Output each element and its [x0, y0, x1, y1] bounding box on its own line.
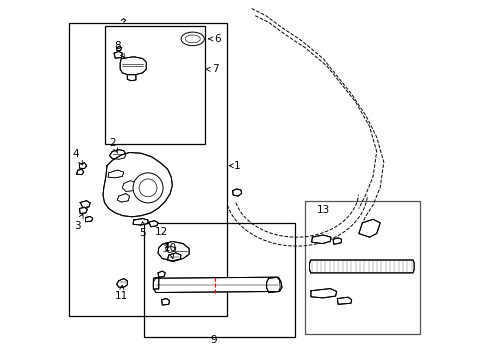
Polygon shape	[122, 181, 136, 192]
Polygon shape	[309, 260, 413, 273]
Polygon shape	[232, 189, 241, 196]
Text: 10: 10	[163, 243, 176, 258]
Polygon shape	[116, 46, 122, 51]
Text: 9: 9	[210, 335, 217, 345]
Text: 7: 7	[206, 64, 219, 74]
Text: 1: 1	[229, 161, 240, 171]
Polygon shape	[337, 297, 351, 304]
Text: 6: 6	[208, 34, 220, 44]
Bar	[105, 26, 205, 144]
Polygon shape	[80, 163, 86, 168]
Bar	[305, 202, 419, 334]
Text: 8: 8	[114, 41, 124, 58]
Polygon shape	[153, 277, 280, 293]
Polygon shape	[153, 277, 159, 289]
Polygon shape	[109, 150, 125, 159]
Bar	[69, 23, 226, 316]
Polygon shape	[103, 153, 172, 217]
Text: 2: 2	[109, 138, 118, 153]
Polygon shape	[358, 219, 380, 237]
Text: 12: 12	[155, 227, 168, 248]
Text: 5: 5	[139, 222, 146, 238]
Polygon shape	[266, 277, 282, 293]
Polygon shape	[165, 247, 176, 252]
Polygon shape	[108, 170, 123, 178]
Polygon shape	[148, 221, 158, 227]
Polygon shape	[85, 216, 93, 222]
Circle shape	[133, 173, 163, 203]
Ellipse shape	[181, 32, 204, 46]
Polygon shape	[167, 253, 181, 261]
Bar	[144, 223, 294, 337]
Polygon shape	[77, 169, 83, 175]
Polygon shape	[127, 75, 136, 81]
Polygon shape	[311, 235, 330, 244]
Polygon shape	[80, 207, 87, 213]
Polygon shape	[158, 271, 165, 277]
Polygon shape	[80, 201, 90, 208]
Polygon shape	[332, 238, 341, 244]
Polygon shape	[133, 219, 148, 225]
Polygon shape	[310, 289, 336, 298]
Text: 3: 3	[74, 214, 83, 231]
Text: 11: 11	[114, 285, 128, 301]
Circle shape	[139, 179, 157, 197]
Polygon shape	[120, 57, 146, 75]
Polygon shape	[116, 279, 127, 287]
Polygon shape	[158, 242, 189, 261]
Polygon shape	[117, 194, 129, 202]
Polygon shape	[162, 298, 169, 305]
Text: 13: 13	[316, 205, 329, 215]
Polygon shape	[114, 51, 122, 58]
Ellipse shape	[185, 35, 200, 43]
Text: 4: 4	[72, 149, 82, 165]
